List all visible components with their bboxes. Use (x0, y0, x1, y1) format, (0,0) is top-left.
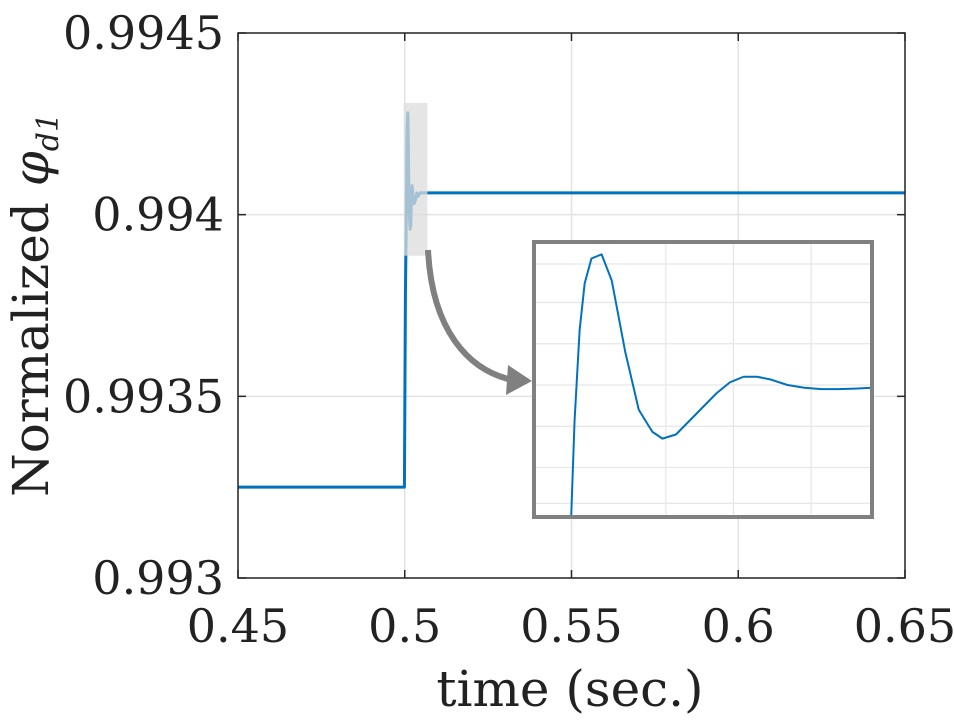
plot-border (237, 32, 906, 579)
y-tick-label: 0.9945 (63, 6, 224, 60)
x-tick-label: 0.5 (368, 599, 441, 653)
y-tick-label: 0.9935 (63, 369, 224, 423)
zoom-arrow-head (506, 365, 532, 395)
x-tick-label: 0.45 (187, 599, 289, 653)
zoom-highlight (403, 102, 428, 256)
axes-frame (237, 32, 906, 579)
inset-background (534, 242, 872, 517)
x-tick-label: 0.65 (854, 599, 954, 653)
y-axis-label: Normalized φd1 (2, 113, 66, 497)
y-axis-label-symbol: φ (2, 151, 60, 186)
zoom-arrow (425, 249, 532, 395)
y-tick-label: 0.994 (92, 188, 224, 242)
y-axis-label-text: Normalized (2, 186, 60, 497)
inset-series-line (570, 253, 873, 518)
zoom-box (403, 102, 428, 256)
x-tick-labels: 0.45 0.5 0.55 0.6 0.65 (187, 599, 954, 653)
x-tick-label: 0.55 (520, 599, 622, 653)
zoom-arrow-curve (425, 249, 513, 383)
y-tick-label: 0.993 (92, 551, 224, 605)
x-axis-label: time (sec.) (436, 660, 703, 718)
inset-border (532, 240, 874, 519)
inset-panel (532, 240, 874, 519)
y-tick-labels: 0.993 0.9935 0.994 0.9945 (63, 6, 224, 605)
x-tick-label: 0.6 (702, 599, 775, 653)
y-axis-label-subscript: d1 (31, 113, 66, 151)
